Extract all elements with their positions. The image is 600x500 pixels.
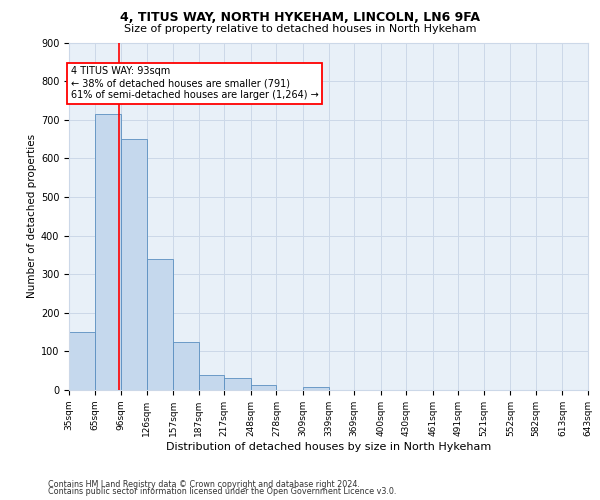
Text: Contains public sector information licensed under the Open Government Licence v3: Contains public sector information licen…	[48, 487, 397, 496]
Text: 4 TITUS WAY: 93sqm
← 38% of detached houses are smaller (791)
61% of semi-detach: 4 TITUS WAY: 93sqm ← 38% of detached hou…	[71, 66, 319, 100]
Bar	[251, 386, 277, 390]
Bar	[69, 332, 95, 390]
Text: 4, TITUS WAY, NORTH HYKEHAM, LINCOLN, LN6 9FA: 4, TITUS WAY, NORTH HYKEHAM, LINCOLN, LN…	[120, 11, 480, 24]
Bar	[121, 139, 146, 390]
Y-axis label: Number of detached properties: Number of detached properties	[26, 134, 37, 298]
Text: Contains HM Land Registry data © Crown copyright and database right 2024.: Contains HM Land Registry data © Crown c…	[48, 480, 360, 489]
X-axis label: Distribution of detached houses by size in North Hykeham: Distribution of detached houses by size …	[166, 442, 491, 452]
Bar	[224, 378, 251, 390]
Text: Size of property relative to detached houses in North Hykeham: Size of property relative to detached ho…	[124, 24, 476, 34]
Bar	[199, 376, 224, 390]
Bar	[303, 387, 329, 390]
Bar	[95, 114, 121, 390]
Bar	[146, 258, 173, 390]
Bar	[173, 342, 199, 390]
